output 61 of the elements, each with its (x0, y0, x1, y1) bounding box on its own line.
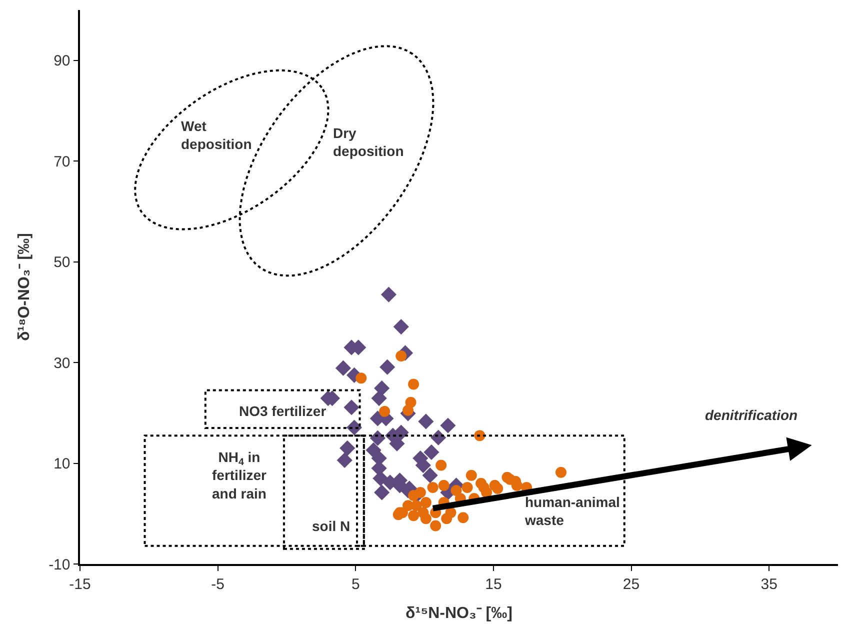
point (424, 444, 440, 460)
x-tick-label: 25 (622, 576, 640, 593)
point (430, 430, 446, 446)
x-tick-label: -5 (211, 576, 224, 593)
point (430, 520, 442, 532)
annotation: soil N (312, 518, 350, 534)
annotation: human-animal waste (524, 494, 620, 528)
point (502, 472, 513, 483)
point (427, 482, 438, 493)
point (344, 400, 360, 416)
x-tick-label: -15 (69, 576, 91, 593)
point (402, 404, 414, 416)
y-tick-label: 30 (54, 354, 70, 372)
point (438, 480, 450, 491)
point (410, 500, 422, 512)
point (555, 466, 566, 478)
point (366, 442, 382, 458)
point (380, 359, 396, 375)
point (441, 513, 452, 524)
annotation: Dry deposition (333, 125, 404, 160)
annotation: NO3 fertilizer (239, 403, 327, 419)
point (372, 470, 388, 486)
point (450, 484, 462, 496)
x-tick-label: 35 (760, 576, 778, 593)
y-tick-label: -10 (48, 556, 70, 574)
point (374, 484, 390, 500)
x-tick-label: 5 (351, 576, 360, 593)
point (408, 490, 420, 502)
x-axis-title: δ¹⁵N-NO₃⁻ [‰] (406, 604, 512, 622)
point (440, 418, 456, 434)
point (422, 468, 438, 484)
point (492, 482, 504, 494)
point (393, 318, 409, 335)
point (466, 470, 477, 481)
point (371, 390, 387, 406)
point (336, 452, 352, 468)
point (380, 286, 397, 302)
point (418, 414, 434, 430)
point (458, 512, 469, 524)
y-tick-label: 90 (54, 52, 70, 70)
y-tick-label: 50 (54, 254, 70, 272)
point (335, 360, 352, 376)
y-axis-title: δ¹⁸O-NO₃⁻ [‰] (16, 233, 33, 341)
annotation: denitrification (705, 407, 798, 423)
point (462, 482, 473, 493)
point (370, 430, 386, 446)
point (476, 478, 487, 489)
point (389, 436, 405, 452)
point (436, 460, 447, 471)
y-tick-label: 70 (54, 153, 70, 170)
point (408, 510, 420, 522)
point (379, 406, 390, 417)
point (418, 507, 429, 518)
point (408, 378, 420, 390)
annotation: NH$_{4}$ in fertilizer and rain (212, 449, 268, 502)
point (340, 440, 356, 456)
x-tick-label: 15 (485, 576, 502, 593)
point (356, 372, 367, 384)
y-tick-label: 10 (54, 456, 70, 473)
point (420, 497, 432, 508)
annotation: Wet deposition (181, 118, 252, 152)
